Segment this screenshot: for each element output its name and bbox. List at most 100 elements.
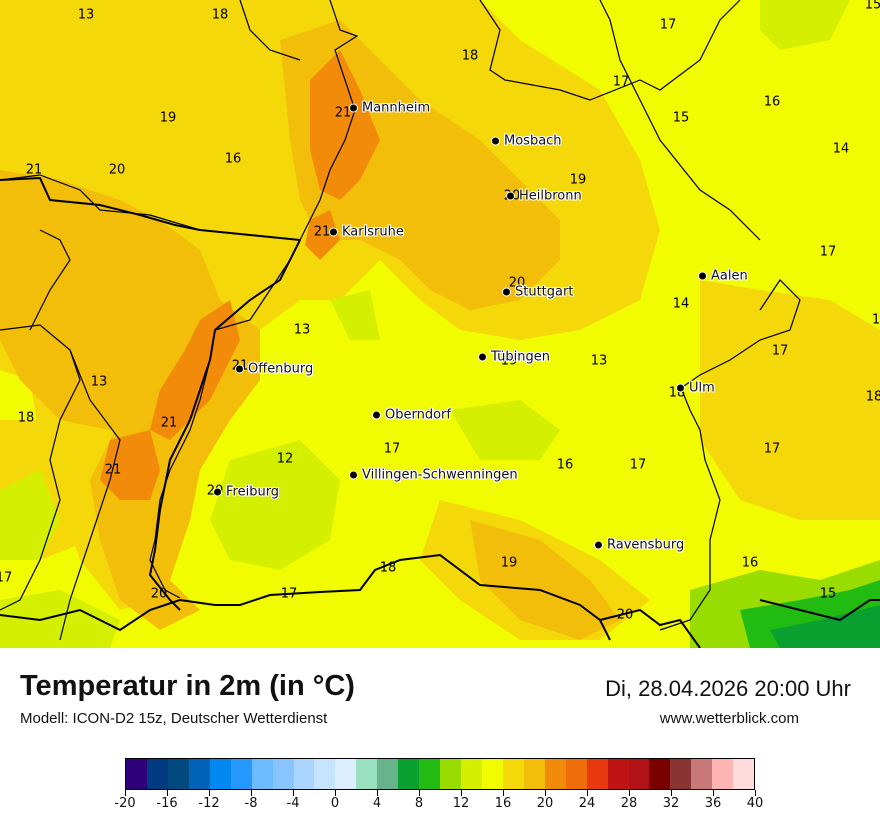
temperature-value-label: 17: [763, 441, 781, 457]
temperature-value-label: 21: [334, 105, 352, 121]
temperature-value-label: 21: [313, 224, 331, 240]
temperature-value-label: 19: [159, 110, 177, 126]
colorbar-segment: [167, 759, 189, 789]
city-name: Oberndorf: [385, 407, 451, 423]
temperature-value-label: 19: [500, 353, 518, 369]
colorbar-tick-label: 4: [372, 796, 382, 811]
colorbar-tick-label: 20: [536, 796, 554, 811]
colorbar-tick-mark: [250, 790, 252, 796]
colorbar-tick-mark: [166, 790, 168, 796]
colorbar-segment: [356, 759, 378, 789]
temperature-value-label: 18: [379, 560, 397, 576]
temperature-value-label: 17: [612, 74, 630, 90]
city-dot-icon: [349, 470, 358, 480]
city-marker: Ulm: [676, 380, 715, 396]
temperature-value-label: 20: [150, 586, 168, 602]
temperature-value-label: 15: [864, 0, 880, 13]
temperature-value-label: 16: [224, 151, 242, 167]
city-marker: Aalen: [698, 269, 748, 284]
colorbar-tick-label: 8: [414, 796, 424, 811]
city-marker: Karlsruhe: [329, 224, 404, 240]
temperature-value-label: 21: [160, 415, 178, 431]
colorbar-segment: [461, 759, 482, 789]
temperature-value-label: 20: [108, 162, 126, 178]
colorbar-tick-mark: [124, 790, 126, 796]
colorbar-tick-label: -16: [156, 796, 178, 811]
colorbar-tick-mark: [712, 790, 714, 796]
colorbar-segment: [272, 759, 294, 789]
city-dot-icon: [235, 364, 244, 374]
website-link[interactable]: www.wetterblick.com: [659, 710, 799, 727]
temperature-value-label: 21: [25, 162, 43, 178]
colorbar-segment: [126, 759, 147, 789]
colorbar-segment: [251, 759, 273, 789]
city-dot-icon: [594, 540, 603, 550]
temperature-value-label: 13: [293, 322, 311, 338]
colorbar-tick-label: 40: [746, 796, 764, 811]
temperature-value-label: 1: [871, 312, 880, 328]
colorbar-tick-label: 36: [704, 796, 722, 811]
colorbar-tick-label: 24: [578, 796, 596, 811]
city-marker: Heilbronn: [506, 189, 582, 204]
city-name: Karlsruhe: [342, 224, 404, 240]
colorbar-tick-label: 32: [662, 796, 680, 811]
temperature-value-label: 18: [865, 389, 880, 405]
city-name: Mannheim: [362, 100, 431, 116]
city-dot-icon: [478, 352, 487, 362]
city-name: Ulm: [689, 380, 715, 396]
colorbar-tick-mark: [754, 790, 756, 796]
colorbar-tick-mark: [292, 790, 294, 796]
temperature-field: [0, 0, 880, 648]
city-marker: Ravensburg: [594, 538, 684, 553]
colorbar-segment: [649, 759, 671, 789]
city-dot-icon: [698, 271, 707, 281]
colorbar-segment: [398, 759, 420, 789]
colorbar-tick-mark: [208, 790, 210, 796]
colorbar-segment: [733, 759, 755, 789]
temperature-value-label: 16: [556, 457, 574, 473]
colorbar-tick-mark: [376, 790, 378, 796]
temperature-value-label: 19: [569, 172, 587, 188]
colorbar-tick-label: -8: [244, 796, 258, 811]
city-name: Tübingen: [491, 349, 550, 365]
model-source: Modell: ICON-D2 15z, Deutscher Wetterdie…: [20, 710, 328, 727]
colorbar-tick-label: 12: [452, 796, 470, 811]
colorbar-tick-label: -4: [286, 796, 300, 811]
temperature-value-label: 21: [104, 462, 122, 478]
colorbar-segment: [440, 759, 461, 789]
city-name: Mosbach: [504, 133, 562, 149]
temperature-map: 13 18 18 17 15 17 16 15 14 19 16 21 20 21 19 20 21 20 17 14…: [0, 0, 880, 648]
colorbar-segment: [523, 759, 545, 789]
city-name: Offenburg: [248, 361, 314, 377]
temperature-value-label: 14: [832, 141, 850, 157]
colorbar-segment: [209, 759, 231, 789]
temperature-value-label: 15: [819, 586, 837, 602]
colorbar: [125, 758, 755, 790]
colorbar-segment: [712, 759, 734, 789]
colorbar-tick-label: 28: [620, 796, 638, 811]
city-marker: Mosbach: [491, 133, 562, 149]
colorbar-tick-mark: [418, 790, 420, 796]
city-marker: Tübingen: [478, 349, 550, 365]
city-marker: Villingen-Schwenningen: [349, 468, 518, 483]
temperature-value-label: 15: [672, 110, 690, 126]
city-marker: Stuttgart: [502, 285, 573, 300]
city-name: Freiburg: [226, 484, 280, 500]
city-marker: Oberndorf: [372, 407, 451, 423]
colorbar-segment: [481, 759, 503, 789]
city-marker: Mannheim: [349, 100, 431, 116]
temperature-value-label: 18: [461, 48, 479, 64]
colorbar-segment: [188, 759, 210, 789]
temperature-value-label: 17: [771, 343, 789, 359]
colorbar-segment: [502, 759, 524, 789]
colorbar-tick-label: -12: [198, 796, 220, 811]
colorbar-tick-mark: [628, 790, 630, 796]
city-marker: Freiburg: [213, 484, 280, 500]
temperature-value-label: 13: [90, 374, 108, 390]
forecast-datetime: Di, 28.04.2026 20:00 Uhr: [605, 676, 851, 701]
temperature-value-label: 18: [17, 410, 35, 426]
city-dot-icon: [676, 383, 685, 393]
colorbar-tick-label: 16: [494, 796, 512, 811]
colorbar-segment: [691, 759, 713, 789]
city-dot-icon: [502, 287, 511, 297]
